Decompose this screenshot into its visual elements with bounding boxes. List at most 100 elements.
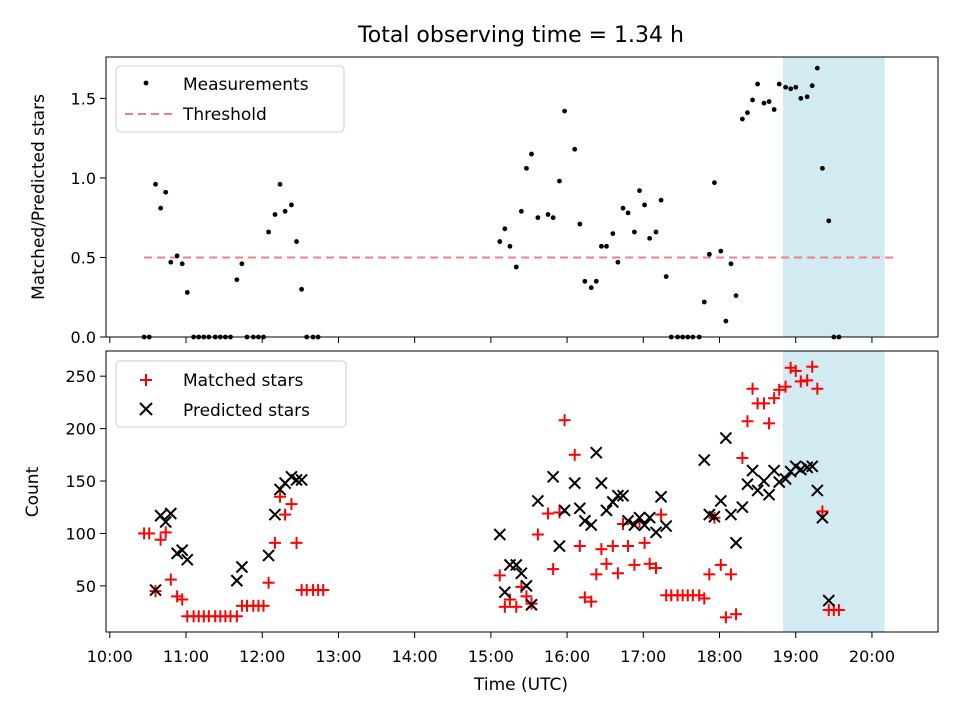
x-b xyxy=(741,477,754,491)
predicted-star-point xyxy=(578,514,592,528)
x-tick-label: 16:00 xyxy=(544,647,590,666)
x-b xyxy=(719,431,733,445)
x-b xyxy=(235,560,249,574)
predicted-star-point xyxy=(590,446,603,459)
predicted-star-point xyxy=(724,508,738,521)
measurement-point xyxy=(776,81,782,87)
matched-star-point xyxy=(730,608,743,621)
matched-star-point xyxy=(279,508,292,521)
predicted-star-point xyxy=(621,514,635,528)
matched-star-point xyxy=(811,382,824,395)
matched-star-point xyxy=(655,508,668,521)
measurement-point xyxy=(266,229,271,235)
x-b xyxy=(520,579,533,593)
predicted-star-point xyxy=(616,489,630,502)
measurement-point xyxy=(598,243,604,249)
matched-star-point xyxy=(768,392,781,405)
measurement-point xyxy=(234,277,240,283)
x-b xyxy=(811,484,824,497)
measurement-point xyxy=(507,243,513,249)
x-b xyxy=(585,518,598,532)
predicted-star-point xyxy=(736,501,749,514)
predicted-star-point xyxy=(553,539,566,553)
measurement-point xyxy=(529,151,534,157)
x-b xyxy=(654,490,668,503)
legend-plus-marker xyxy=(140,374,152,386)
matched-star-point xyxy=(600,557,613,570)
predicted-star-point xyxy=(493,528,506,541)
predicted-star-point xyxy=(714,494,727,508)
measurement-point xyxy=(632,229,637,235)
y-tick-label: 150 xyxy=(65,472,96,491)
x-b xyxy=(746,464,759,477)
matched-star-point xyxy=(290,536,303,549)
matched-star-point xyxy=(832,603,845,616)
matched-star-point xyxy=(285,498,298,511)
measurement-point xyxy=(550,215,556,221)
measurement-point xyxy=(610,231,616,236)
x-b xyxy=(822,594,835,607)
legend-x-marker xyxy=(139,402,153,416)
matched-star-point xyxy=(638,536,651,549)
measurement-point xyxy=(502,226,508,232)
predicted-star-point xyxy=(568,476,581,490)
predicted-star-point xyxy=(698,453,711,467)
x-b xyxy=(578,514,592,528)
x-b xyxy=(757,474,771,488)
highlight-band-bottom xyxy=(783,351,885,632)
x-b xyxy=(724,508,738,521)
measurement-point xyxy=(642,202,647,208)
legend-dot-marker xyxy=(143,80,149,86)
predicted-star-point xyxy=(741,477,754,491)
predicted-star-point xyxy=(638,518,651,532)
y-tick-label: 0.5 xyxy=(71,248,96,267)
measurement-point xyxy=(282,208,288,214)
x-tick-label: 11:00 xyxy=(163,647,209,666)
x-b xyxy=(498,585,512,599)
legend-label-matched: Matched stars xyxy=(183,371,303,391)
matched-star-point xyxy=(317,584,330,597)
x-b xyxy=(531,494,545,508)
measurement-point xyxy=(701,299,707,305)
matched-star-point xyxy=(578,591,591,604)
x-tick-label: 17:00 xyxy=(620,647,666,666)
predicted-star-point xyxy=(659,519,673,533)
measurement-point xyxy=(783,84,788,90)
matched-star-point xyxy=(585,595,598,608)
y-tick-label: 100 xyxy=(65,524,96,543)
predicted-star-point xyxy=(230,574,244,587)
measurement-point xyxy=(739,116,745,122)
x-b xyxy=(493,528,506,541)
measurement-point xyxy=(733,293,739,299)
measurement-point xyxy=(299,286,305,292)
matched-star-point xyxy=(503,593,516,606)
predicted-star-point xyxy=(708,510,721,523)
bottom-axes-frame xyxy=(105,350,939,633)
measurement-point xyxy=(718,248,724,254)
measurement-point xyxy=(820,165,825,171)
x-b xyxy=(628,518,641,532)
x-b xyxy=(659,519,673,533)
x-b xyxy=(290,473,303,487)
x-b xyxy=(176,544,189,557)
predicted-star-point xyxy=(164,507,177,520)
x-tick-label: 19:00 xyxy=(773,647,819,666)
measurement-point xyxy=(158,205,164,211)
y-tick-label: 1.0 xyxy=(71,169,96,188)
predicted-star-point xyxy=(600,504,613,517)
x-b xyxy=(751,484,764,497)
x-b xyxy=(600,504,613,517)
x-axis-label: Time (UTC) xyxy=(473,675,568,695)
x-b xyxy=(590,446,603,459)
x-tick-label: 12:00 xyxy=(239,647,285,666)
predicted-star-point xyxy=(757,474,771,488)
predicted-star-point xyxy=(767,464,781,477)
x-b xyxy=(703,508,716,521)
matched-star-point xyxy=(164,573,177,586)
predicted-star-point xyxy=(525,598,538,611)
predicted-star-point xyxy=(290,473,303,487)
predicted-star-point xyxy=(822,594,835,607)
measurement-point xyxy=(826,218,832,224)
x-b xyxy=(621,514,635,528)
matched-star-point xyxy=(498,600,511,613)
